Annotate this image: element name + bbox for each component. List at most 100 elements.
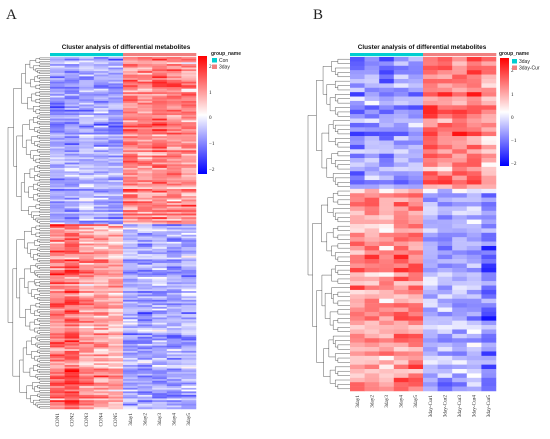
heatmap-cell — [166, 291, 182, 294]
heatmap-cell — [50, 231, 65, 234]
heatmap-cell — [152, 166, 168, 169]
scale-tick-b-0: 0 — [511, 115, 514, 121]
heatmap-cell — [93, 296, 109, 299]
heatmap-cell — [166, 282, 182, 285]
heatmap-cell — [64, 137, 80, 140]
heatmap-cell — [123, 58, 138, 61]
heatmap-cell — [166, 229, 182, 232]
heatmap-cell — [452, 197, 468, 203]
heatmap-cell — [108, 115, 124, 118]
heatmap-cell — [466, 386, 482, 392]
heatmap-cell — [137, 64, 153, 67]
heatmap-cell — [181, 155, 197, 158]
heatmap-cell — [350, 307, 365, 313]
dendrogram-branch — [37, 182, 50, 186]
heatmap-cell — [93, 386, 109, 389]
heatmap-cell — [364, 100, 380, 106]
heatmap-cell — [50, 357, 65, 360]
heatmap-cell — [79, 312, 95, 315]
legend-label-3day-cur: 3day-Cur — [519, 66, 540, 72]
heatmap-cell — [137, 287, 153, 290]
heatmap-cell — [379, 144, 395, 150]
heatmap-cell — [93, 157, 109, 160]
heatmap-cell — [108, 340, 124, 343]
heatmap-cell — [79, 261, 95, 264]
dendrogram-branch — [321, 132, 329, 169]
heatmap-cell — [108, 342, 124, 345]
heatmap-cell — [137, 298, 153, 301]
dendrogram-branch — [16, 135, 23, 197]
heatmap-cell — [379, 127, 395, 132]
heatmap-cell — [93, 377, 109, 380]
heatmap-cell — [423, 127, 438, 132]
heatmap-cell — [50, 400, 65, 403]
heatmap-cell — [466, 127, 482, 132]
dendrogram-branch — [337, 98, 350, 104]
heatmap-cell — [93, 141, 109, 144]
heatmap-cell — [123, 208, 138, 211]
heatmap-cell — [166, 350, 182, 353]
heatmap-cell — [393, 61, 409, 67]
heatmap-cell — [108, 248, 124, 251]
heatmap-cell — [452, 83, 468, 89]
heatmap-cell — [408, 316, 424, 321]
heatmap-cell — [93, 368, 109, 371]
heatmap-cell — [108, 204, 124, 207]
heatmap-cell — [93, 356, 109, 359]
heatmap-cell — [350, 166, 365, 172]
heatmap-cell — [152, 247, 168, 250]
heatmap-cell — [123, 143, 138, 146]
heatmap-cell — [64, 380, 80, 383]
heatmap-cell — [437, 237, 453, 242]
heatmap-cell — [350, 158, 365, 163]
heatmap-cell — [79, 254, 95, 257]
heatmap-cell — [137, 164, 153, 167]
heatmap-cell — [452, 57, 468, 62]
heatmap-cell — [50, 99, 65, 102]
heatmap-cell — [423, 153, 438, 159]
heatmap-cell — [166, 148, 182, 151]
heatmap-cell — [423, 382, 438, 387]
heatmap-cell — [364, 355, 380, 361]
heatmap-cell — [181, 166, 197, 169]
heatmap-cell — [350, 281, 365, 286]
heatmap-cell — [350, 202, 365, 207]
heatmap-cell — [64, 141, 80, 144]
heatmap-cell — [64, 248, 80, 251]
heatmap-cell — [79, 65, 95, 68]
heatmap-cell — [137, 394, 153, 397]
heatmap-cell — [393, 127, 409, 132]
heatmap-cell — [93, 238, 109, 241]
heatmap-cell — [123, 407, 138, 410]
heatmap-cell — [108, 160, 124, 163]
heatmap-cell — [181, 333, 197, 336]
heatmap-cell — [93, 303, 109, 306]
dendrogram-branch — [37, 129, 50, 133]
dendrogram-branch — [37, 238, 50, 242]
dendrogram-branch — [337, 217, 350, 222]
heatmap-cell — [152, 248, 168, 251]
heatmap-cell — [93, 398, 109, 401]
heatmap-cell — [64, 363, 80, 366]
heatmap-cell — [437, 347, 453, 352]
heatmap-cell — [408, 373, 424, 379]
heatmap-cell — [152, 241, 168, 244]
heatmap-cell — [181, 245, 197, 248]
heatmap-cell — [50, 389, 65, 392]
heatmap-cell — [152, 342, 168, 345]
color-scale-bar-a — [198, 56, 207, 174]
heatmap-cell — [437, 320, 453, 326]
heatmap-cell — [123, 305, 138, 308]
heatmap-cell — [108, 141, 124, 144]
heatmap-cell — [181, 99, 197, 102]
heatmap-cell — [379, 241, 395, 247]
heatmap-cell — [93, 321, 109, 324]
heatmap-cell — [379, 342, 395, 348]
heatmap-cell — [64, 313, 80, 316]
heatmap-cell — [481, 316, 497, 321]
heatmap-cell — [152, 387, 168, 390]
heatmap-cell — [466, 83, 482, 89]
heatmap-cell — [364, 285, 380, 291]
heatmap-cell — [93, 189, 109, 192]
heatmap-cell — [79, 146, 95, 149]
